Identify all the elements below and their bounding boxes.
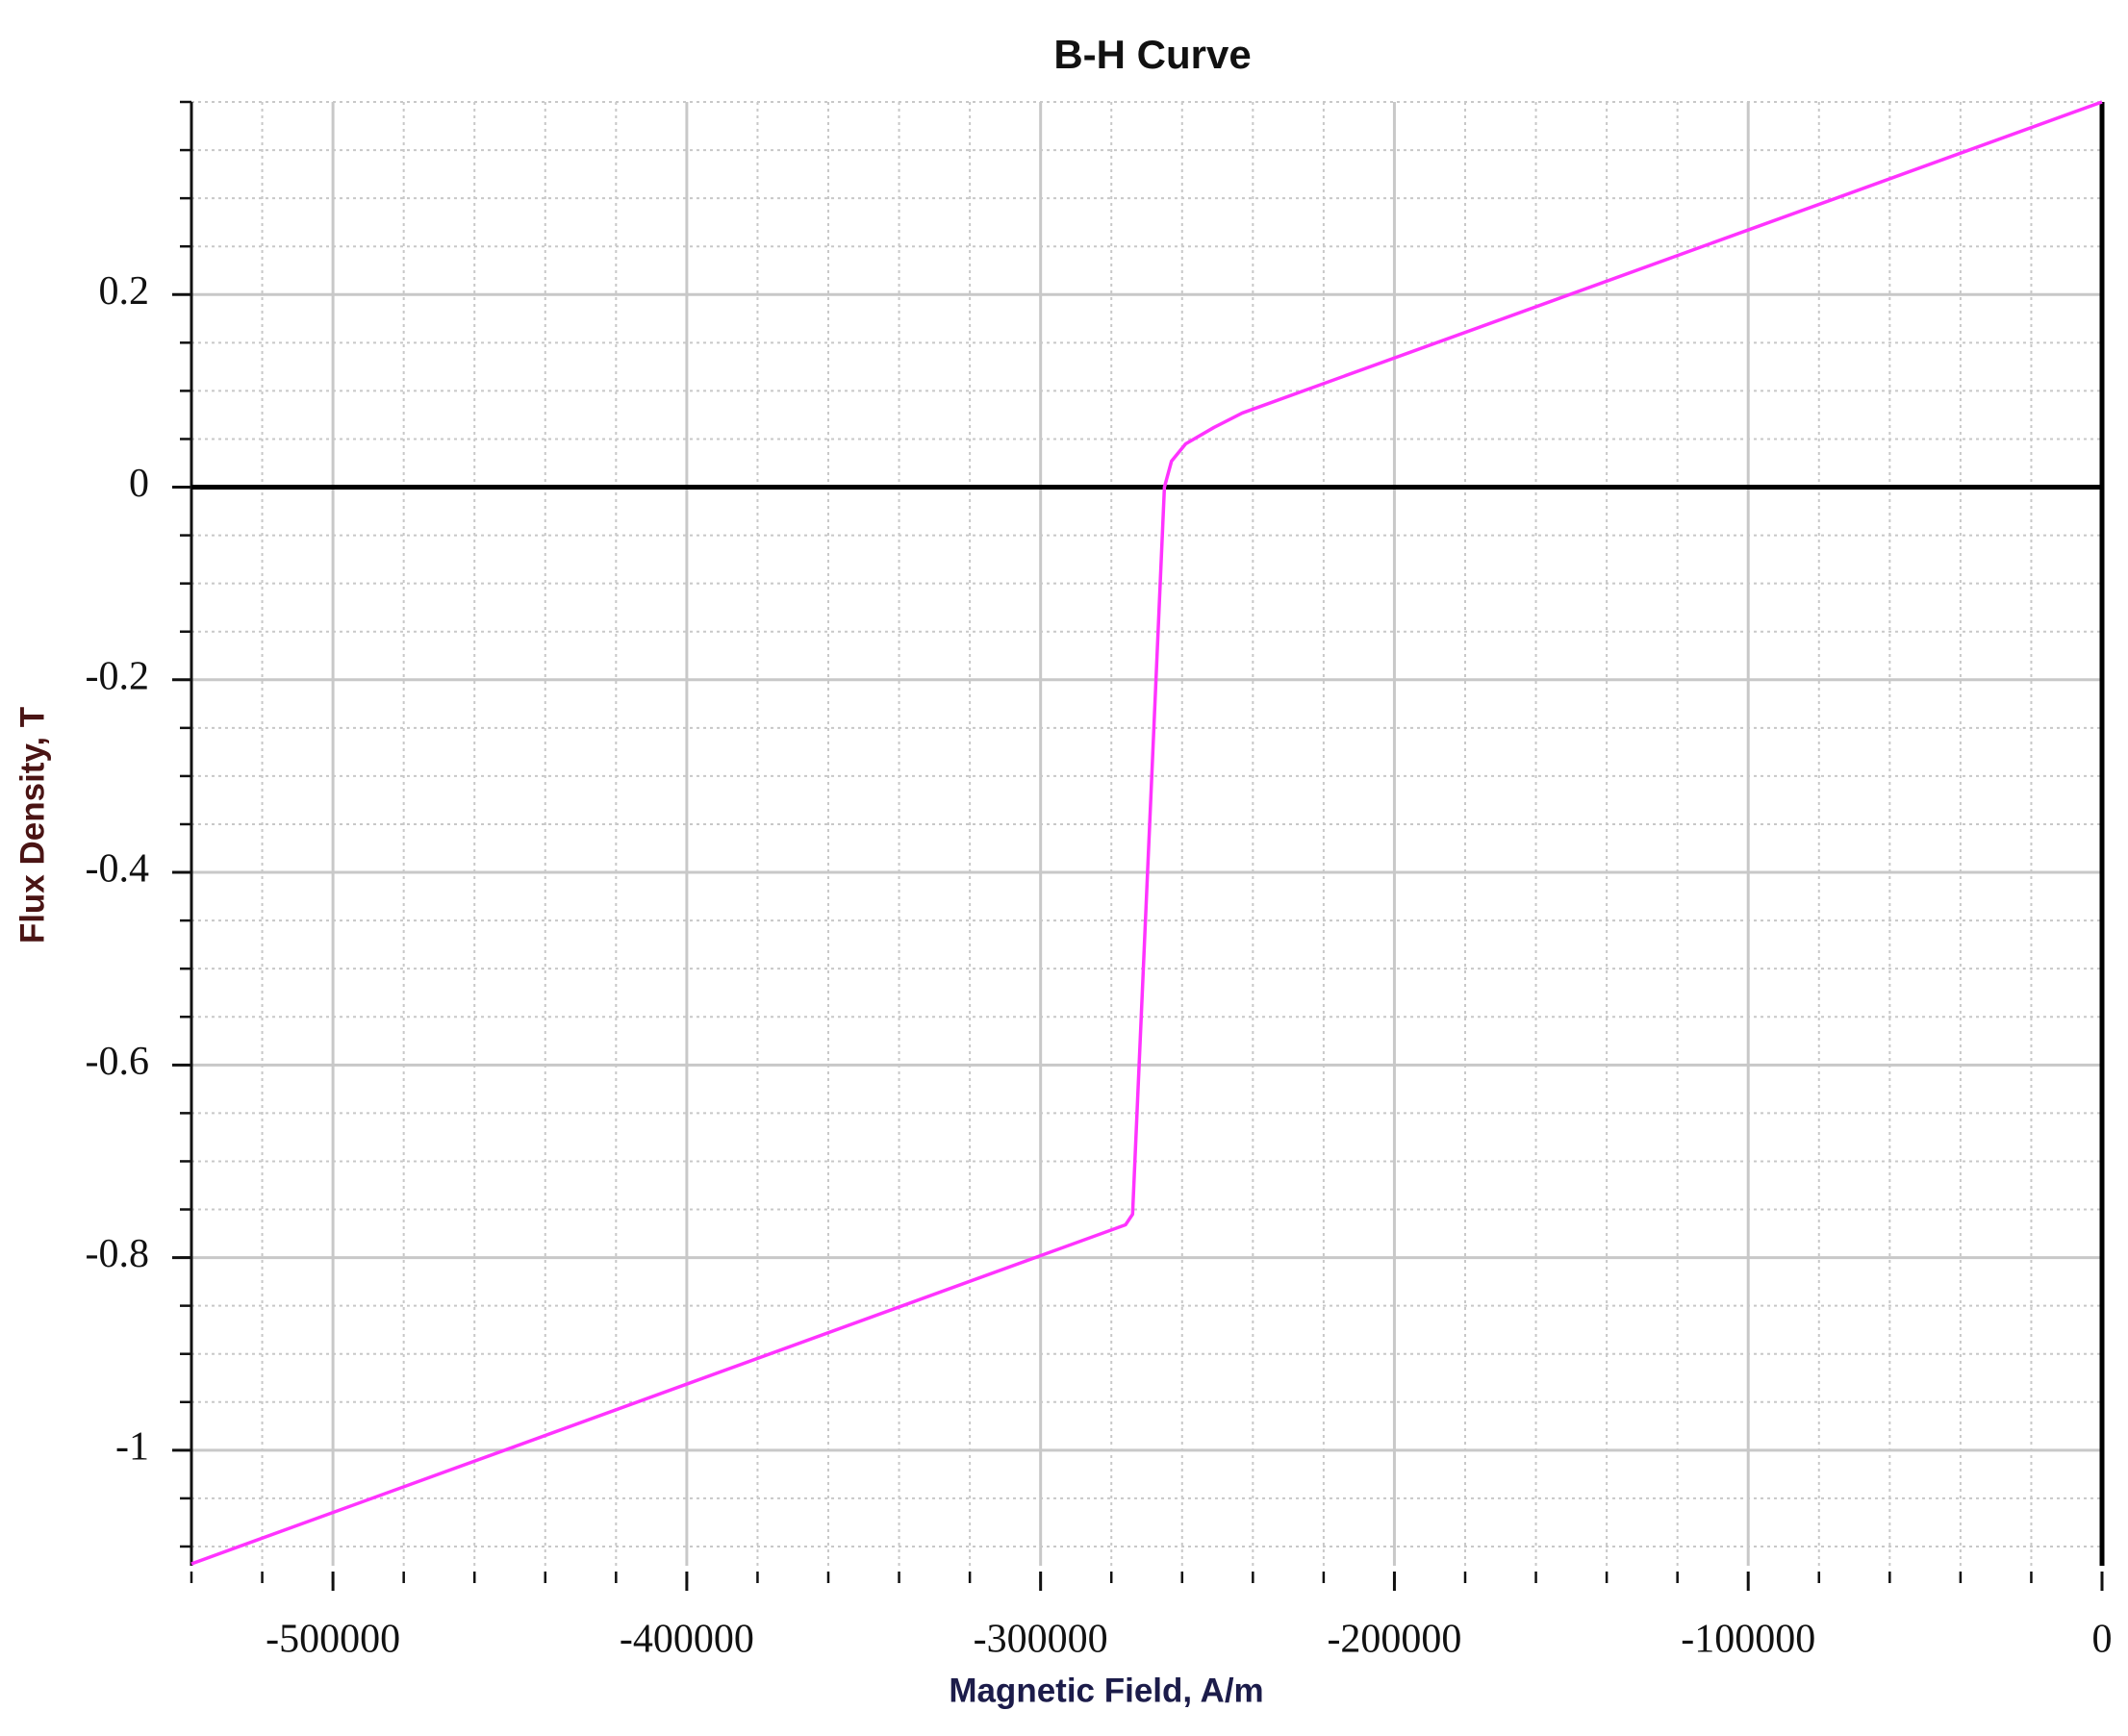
grid: -500000 -400000 -300000 -200000 -100000 0 -1 -0… [86, 100, 2113, 1662]
y-tick-label: -0.4 [86, 847, 150, 892]
x-tick-label: -300000 [974, 1618, 1108, 1662]
x-axis-title: Magnetic Field, A/m [949, 1672, 1263, 1709]
x-tick-label: 0 [2092, 1618, 2113, 1662]
x-tick-label: -100000 [1681, 1618, 1815, 1662]
plot-area [190, 100, 2103, 1566]
x-tick-label: -400000 [620, 1618, 754, 1662]
y-tick-label: -0.6 [86, 1040, 150, 1084]
y-axis-title: Flux Density, T [13, 707, 51, 943]
y-tick-label: 0 [129, 462, 149, 506]
y-tick-label: -1 [115, 1424, 149, 1469]
y-tick-label: 0.2 [99, 269, 150, 314]
y-tick-label: -0.8 [86, 1232, 150, 1276]
x-tick-label: -500000 [266, 1618, 400, 1662]
y-tick-label: -0.2 [86, 654, 150, 698]
series-line [190, 100, 2103, 1566]
chart-title: B-H Curve [1053, 32, 1251, 77]
x-tick-label: -200000 [1327, 1618, 1461, 1662]
